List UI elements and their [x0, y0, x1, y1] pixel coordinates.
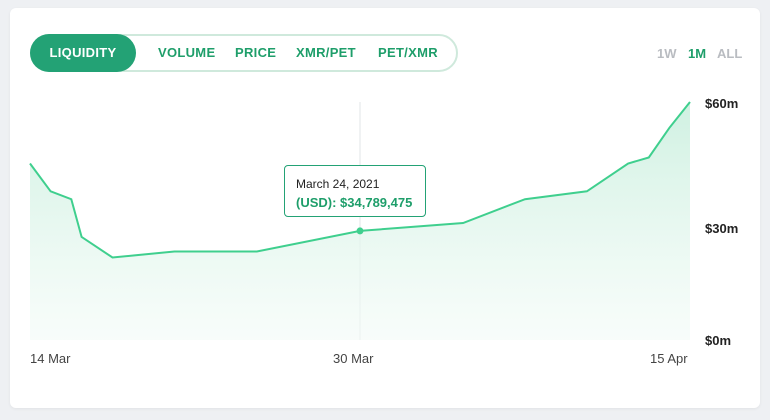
- range-all-button[interactable]: ALL: [717, 46, 743, 61]
- tooltip-date: March 24, 2021: [296, 177, 380, 191]
- liquidity-chart[interactable]: $60m $30m $0m 14 Mar 30 Mar 15 Apr: [10, 8, 760, 408]
- tab-liquidity[interactable]: LIQUIDITY: [30, 34, 136, 72]
- chart-tab-group: LIQUIDITY VOLUME PRICE XMR/PET PET/XMR: [30, 34, 458, 72]
- x-tick-label: 14 Mar: [30, 351, 71, 366]
- chart-card: LIQUIDITY VOLUME PRICE XMR/PET PET/XMR 1…: [10, 8, 760, 408]
- tab-pet-xmr[interactable]: PET/XMR: [378, 45, 438, 60]
- x-tick-label: 30 Mar: [333, 351, 374, 366]
- y-tick-label: $60m: [705, 96, 738, 111]
- chart-tooltip: March 24, 2021 (USD): $34,789,475: [284, 165, 426, 217]
- y-tick-label: $30m: [705, 221, 738, 236]
- x-tick-label: 15 Apr: [650, 351, 688, 366]
- hover-point: [356, 227, 364, 235]
- tab-xmr-pet[interactable]: XMR/PET: [296, 45, 356, 60]
- range-1m-button[interactable]: 1M: [688, 46, 707, 61]
- range-1w-button[interactable]: 1W: [657, 46, 677, 61]
- y-tick-label: $0m: [705, 333, 731, 348]
- tab-volume[interactable]: VOLUME: [158, 45, 216, 60]
- tab-price[interactable]: PRICE: [235, 45, 277, 60]
- liquidity-area: [30, 102, 690, 340]
- tooltip-value: (USD): $34,789,475: [296, 195, 413, 210]
